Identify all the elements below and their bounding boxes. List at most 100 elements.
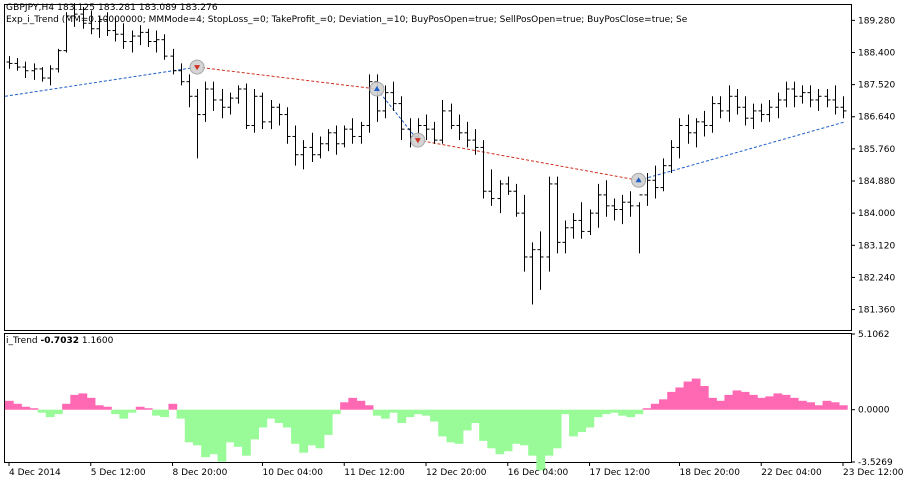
price-bar: [627, 191, 634, 217]
time-tick-label: 5 Dec 12:00: [91, 468, 146, 478]
histogram-bar: [323, 409, 333, 435]
price-bar: [570, 213, 577, 239]
price-bar: [726, 85, 733, 122]
price-bar: [80, 6, 87, 29]
histogram-bar: [716, 400, 726, 410]
price-bar: [611, 198, 618, 221]
histogram-bar: [495, 409, 505, 455]
price-tick-label: 187.520: [858, 81, 895, 91]
trade-lines: [4, 66, 846, 181]
price-bar: [276, 103, 283, 126]
buy-signal-marker[interactable]: [369, 81, 385, 97]
histogram-bar: [397, 409, 407, 424]
histogram-bar: [748, 394, 758, 410]
time-tick-label: 16 Dec 04:00: [508, 468, 569, 478]
price-bar: [227, 92, 234, 115]
price-tick-label: 185.760: [858, 145, 895, 155]
histogram-bar: [184, 409, 194, 443]
histogram-bar: [536, 409, 546, 471]
histogram-bar: [135, 406, 145, 410]
price-bar: [300, 140, 307, 170]
sell-signal-marker[interactable]: [410, 132, 426, 148]
buy-signal-marker[interactable]: [631, 172, 647, 188]
price-bar: [537, 231, 544, 290]
price-tick-label: 189.280: [858, 16, 895, 26]
histogram-bar: [479, 409, 488, 441]
trade-signals[interactable]: [189, 59, 647, 188]
indicator-tick-label: 0.0000: [858, 406, 890, 416]
histogram-bar: [372, 409, 382, 416]
price-bar: [488, 169, 495, 206]
price-bar: [120, 23, 127, 49]
indicator-value-1: -0.7032: [40, 336, 79, 346]
price-bar: [423, 114, 430, 141]
price-bar: [734, 88, 741, 115]
price-bar: [693, 118, 700, 148]
histogram-bar: [62, 403, 71, 410]
price-bar: [268, 99, 275, 130]
histogram-bar: [642, 408, 652, 410]
price-bar: [284, 107, 291, 144]
histogram-bar: [291, 409, 300, 444]
buy-arrow-icon: [373, 85, 380, 91]
price-bar: [685, 114, 692, 144]
histogram-bar: [438, 409, 448, 437]
price-bar: [219, 88, 226, 119]
price-bar: [55, 48, 62, 73]
time-tick-label: 4 Dec 2014: [9, 468, 61, 478]
histogram-bar: [740, 391, 750, 410]
price-bar: [644, 172, 651, 206]
price-bar: [456, 114, 463, 141]
price-bar: [153, 30, 160, 53]
histogram-bar: [258, 409, 268, 428]
histogram-bar: [152, 409, 161, 416]
histogram-bar: [381, 409, 390, 419]
price-bar: [96, 15, 103, 38]
trade-line: [376, 88, 419, 141]
price-bar: [554, 176, 561, 254]
histogram-bar: [274, 409, 284, 424]
time-axis: 4 Dec 2014 5 Dec 12:00 8 Dec 20:00 10 Dec 0…: [8, 462, 904, 478]
price-bar: [39, 67, 46, 82]
sell-signal-marker[interactable]: [189, 59, 205, 75]
histogram-bar: [560, 409, 570, 415]
price-bar: [717, 96, 724, 119]
price-bar: [178, 63, 185, 86]
price-bar: [309, 132, 316, 163]
price-bar: [619, 194, 626, 225]
histogram-bar: [601, 409, 611, 415]
buy-arrow-icon: [635, 177, 642, 183]
price-bar: [137, 25, 144, 46]
price-bar: [660, 158, 667, 192]
histogram-bar: [4, 400, 14, 410]
histogram-bar: [462, 409, 472, 431]
histogram-bar: [242, 409, 251, 456]
histogram-bar: [421, 409, 431, 416]
price-bar: [497, 180, 504, 214]
histogram-bar: [168, 403, 178, 410]
histogram-bar: [405, 409, 415, 418]
histogram-bar: [699, 385, 709, 410]
histogram-bar: [78, 393, 88, 410]
histogram-bar: [691, 378, 701, 410]
histogram-bar: [119, 409, 129, 419]
histogram-bar: [789, 397, 799, 410]
histogram-bar: [315, 409, 325, 449]
histogram-bar: [201, 409, 210, 458]
price-bar: [22, 61, 29, 79]
histogram-bar: [577, 409, 587, 432]
histogram-bar: [307, 409, 317, 446]
price-bar: [202, 81, 209, 122]
price-bar: [251, 88, 258, 133]
histogram-bar: [781, 394, 791, 410]
histogram-bar: [430, 409, 439, 422]
price-bar: [742, 96, 749, 126]
histogram-bar: [266, 409, 276, 419]
price-tick-label: 184.880: [858, 177, 895, 187]
price-bar: [374, 74, 381, 122]
histogram-bar: [192, 409, 202, 446]
time-tick-label: 11 Dec 12:00: [344, 468, 405, 478]
price-bar: [815, 88, 822, 111]
price-bars: [6, 3, 847, 305]
